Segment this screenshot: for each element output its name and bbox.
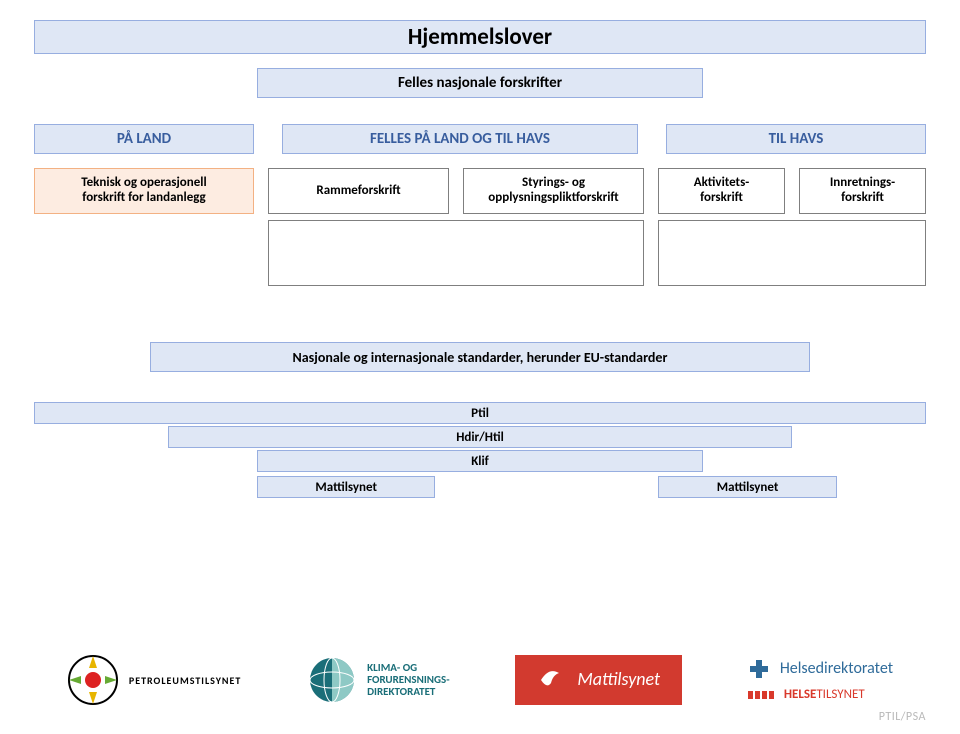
standards-bar: Nasjonale og internasjonale standarder, …: [150, 342, 810, 372]
ptil-icon: [67, 654, 119, 706]
logo-strip: PETROLEUMSTILSYNET KLIMA- OG FORURENSNIN…: [0, 654, 960, 706]
abar-ptil: Ptil: [34, 402, 926, 424]
outline-right: [658, 220, 926, 286]
globe-icon: [307, 655, 357, 705]
logo-helse-dir-text: Helsedirektoratet: [780, 660, 893, 678]
logo-ptil-text: PETROLEUMSTILSYNET: [129, 675, 241, 686]
column-header-row: PÅ LAND FELLES PÅ LAND OG TIL HAVS TIL H…: [34, 124, 926, 154]
abar-matt-2: Mattilsynet: [658, 476, 836, 498]
abar-matt-1: Mattilsynet: [257, 476, 435, 498]
outline-row: [34, 220, 926, 286]
col-right-header: TIL HAVS: [666, 124, 926, 154]
col-left-header: PÅ LAND: [34, 124, 254, 154]
box-inn: Innretnings- forskrift: [799, 168, 926, 214]
horn-icon: [537, 665, 567, 695]
logo-klima: KLIMA- OG FORURENSNINGS- DIREKTORATET: [307, 655, 449, 705]
footer-tag: PTIL/PSA: [879, 710, 926, 724]
logo-helse-tilsyn-text: HELSETILSYNET: [784, 688, 865, 702]
cross-icon: [748, 658, 770, 680]
logo-klima-text: KLIMA- OG FORURENSNINGS- DIREKTORATET: [367, 662, 449, 698]
box-land: Teknisk og operasjonell forskrift for la…: [34, 168, 254, 214]
box-land-label: Teknisk og operasjonell forskrift for la…: [81, 176, 206, 206]
box-akt: Aktivitets- forskrift: [658, 168, 785, 214]
boxes-row: Teknisk og operasjonell forskrift for la…: [34, 168, 926, 214]
box-inn-label: Innretnings- forskrift: [830, 176, 895, 206]
logo-matt: Mattilsynet: [515, 655, 682, 705]
abar-klif: Klif: [257, 450, 703, 472]
agency-bars: Ptil Hdir/Htil Klif Mattilsynet Mattilsy…: [34, 402, 926, 498]
logo-helse-tilsyn: HELSETILSYNET: [748, 688, 893, 702]
box-styr: Styrings- og opplysningspliktforskrift: [463, 168, 644, 214]
title-bar: Hjemmelslover: [34, 20, 926, 54]
box-ramme: Rammeforskrift: [268, 168, 449, 214]
box-styr-label: Styrings- og opplysningspliktforskrift: [488, 176, 618, 206]
box-ramme-label: Rammeforskrift: [316, 184, 400, 199]
col-mid-header: FELLES PÅ LAND OG TIL HAVS: [282, 124, 638, 154]
logo-helse-dir: Helsedirektoratet: [748, 658, 893, 680]
logo-helse-stack: Helsedirektoratet HELSETILSYNET: [748, 658, 893, 702]
logo-ptil: PETROLEUMSTILSYNET: [67, 654, 241, 706]
subtitle-bar: Felles nasjonale forskrifter: [257, 68, 703, 98]
abar-hdir: Hdir/Htil: [168, 426, 792, 448]
bar4-icon: [748, 688, 774, 702]
logo-matt-text: Mattilsynet: [577, 670, 660, 690]
outline-mid: [268, 220, 644, 286]
box-akt-label: Aktivitets- forskrift: [694, 176, 750, 206]
